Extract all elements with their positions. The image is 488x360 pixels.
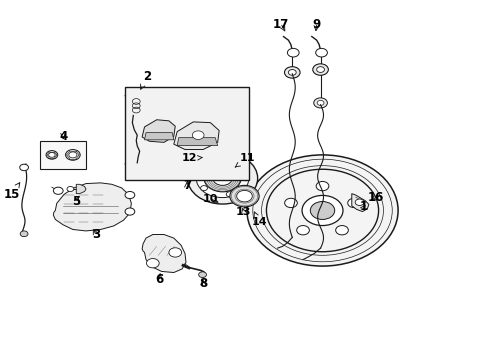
Circle shape (20, 164, 28, 171)
Text: 5: 5 (72, 195, 80, 208)
Circle shape (200, 186, 207, 191)
Circle shape (296, 226, 309, 235)
Circle shape (53, 187, 63, 194)
Circle shape (226, 160, 233, 165)
Text: 17: 17 (272, 18, 288, 31)
Circle shape (354, 199, 363, 206)
Text: 14: 14 (251, 212, 266, 227)
Circle shape (137, 123, 152, 134)
Polygon shape (177, 138, 217, 145)
Circle shape (129, 117, 160, 139)
Circle shape (198, 272, 206, 278)
Polygon shape (351, 194, 368, 212)
Circle shape (125, 208, 135, 215)
Circle shape (335, 226, 347, 235)
Circle shape (192, 131, 203, 139)
Circle shape (212, 171, 232, 185)
Circle shape (49, 153, 55, 157)
Circle shape (196, 159, 248, 198)
Circle shape (226, 192, 233, 197)
Circle shape (236, 190, 252, 202)
Text: 3: 3 (92, 228, 100, 241)
Bar (40, 140, 86, 169)
Polygon shape (144, 133, 173, 140)
Text: 7: 7 (183, 179, 191, 192)
Circle shape (310, 202, 334, 220)
Circle shape (146, 258, 159, 268)
Text: 11: 11 (235, 153, 254, 167)
Text: 13: 13 (235, 207, 251, 217)
Circle shape (20, 231, 28, 237)
Text: 9: 9 (312, 18, 320, 31)
Polygon shape (173, 122, 219, 149)
Text: 10: 10 (202, 194, 218, 204)
Circle shape (288, 69, 296, 75)
Polygon shape (76, 184, 86, 194)
Circle shape (266, 169, 378, 252)
Text: 15: 15 (3, 183, 20, 201)
Circle shape (316, 67, 324, 72)
Text: 6: 6 (155, 273, 163, 286)
Polygon shape (53, 183, 131, 231)
Text: 2: 2 (140, 69, 151, 89)
Text: 8: 8 (199, 277, 207, 290)
Text: 1: 1 (359, 201, 367, 213)
Circle shape (229, 185, 259, 207)
Circle shape (302, 195, 342, 226)
Circle shape (67, 186, 74, 192)
Circle shape (187, 152, 257, 204)
Text: 4: 4 (59, 130, 67, 144)
Circle shape (284, 67, 300, 78)
Circle shape (312, 64, 328, 75)
Circle shape (200, 166, 207, 171)
Circle shape (284, 198, 297, 208)
Circle shape (168, 248, 181, 257)
Polygon shape (142, 234, 185, 273)
Text: 12: 12 (182, 153, 202, 163)
Text: 16: 16 (367, 191, 384, 204)
Circle shape (203, 165, 241, 192)
Circle shape (287, 48, 299, 57)
Circle shape (246, 155, 397, 266)
Circle shape (46, 150, 58, 159)
Polygon shape (142, 120, 175, 142)
Bar (125, 87, 249, 180)
Circle shape (69, 152, 77, 158)
Circle shape (316, 181, 328, 191)
Circle shape (125, 192, 135, 199)
Circle shape (313, 98, 327, 108)
Circle shape (242, 176, 248, 181)
Circle shape (315, 48, 327, 57)
Circle shape (317, 100, 324, 105)
Circle shape (65, 149, 80, 160)
Circle shape (347, 198, 360, 208)
